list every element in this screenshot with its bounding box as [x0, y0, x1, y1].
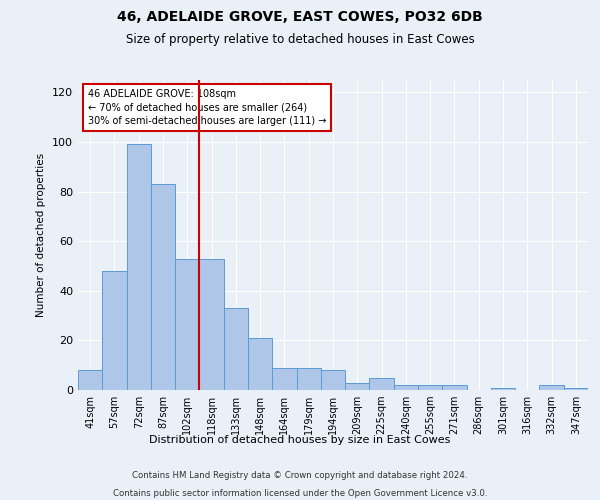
Bar: [442, 385, 467, 390]
Bar: [199, 258, 224, 390]
Bar: [78, 370, 102, 390]
Text: Contains public sector information licensed under the Open Government Licence v3: Contains public sector information licen…: [113, 488, 487, 498]
Bar: [564, 388, 588, 390]
Bar: [151, 184, 175, 390]
Text: Distribution of detached houses by size in East Cowes: Distribution of detached houses by size …: [149, 435, 451, 445]
Bar: [539, 385, 564, 390]
Bar: [394, 385, 418, 390]
Bar: [127, 144, 151, 390]
Text: Contains HM Land Registry data © Crown copyright and database right 2024.: Contains HM Land Registry data © Crown c…: [132, 471, 468, 480]
Bar: [248, 338, 272, 390]
Bar: [224, 308, 248, 390]
Bar: [102, 271, 127, 390]
Bar: [296, 368, 321, 390]
Bar: [418, 385, 442, 390]
Text: 46 ADELAIDE GROVE: 108sqm
← 70% of detached houses are smaller (264)
30% of semi: 46 ADELAIDE GROVE: 108sqm ← 70% of detac…: [88, 90, 326, 126]
Y-axis label: Number of detached properties: Number of detached properties: [37, 153, 46, 317]
Text: 46, ADELAIDE GROVE, EAST COWES, PO32 6DB: 46, ADELAIDE GROVE, EAST COWES, PO32 6DB: [117, 10, 483, 24]
Text: Size of property relative to detached houses in East Cowes: Size of property relative to detached ho…: [125, 32, 475, 46]
Bar: [345, 382, 370, 390]
Bar: [491, 388, 515, 390]
Bar: [272, 368, 296, 390]
Bar: [370, 378, 394, 390]
Bar: [175, 258, 199, 390]
Bar: [321, 370, 345, 390]
